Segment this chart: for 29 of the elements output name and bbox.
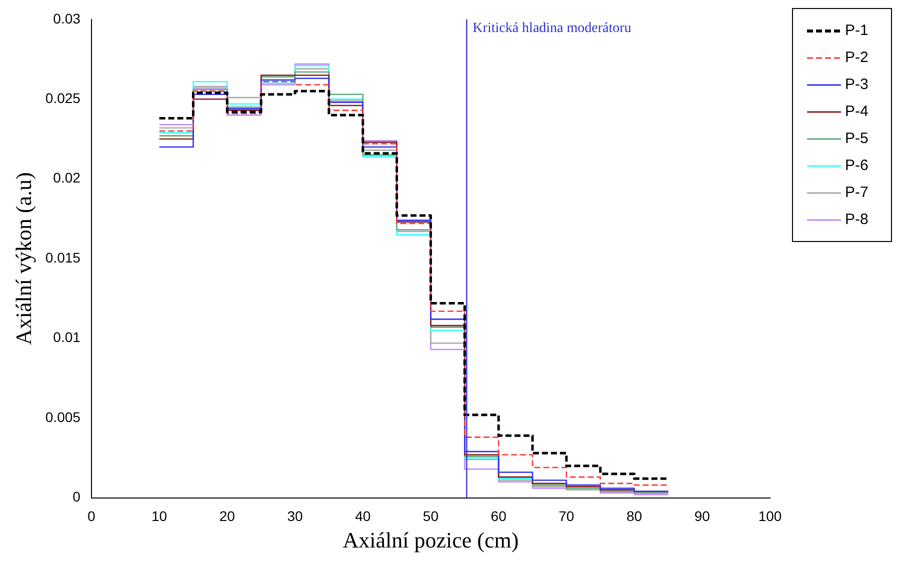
x-tick-label: 70 bbox=[558, 508, 574, 524]
y-tick-label: 0.02 bbox=[53, 170, 81, 186]
legend-label: P-6 bbox=[845, 157, 868, 174]
x-tick-label: 20 bbox=[219, 508, 236, 524]
y-axis-title: Axiální výkon (a.u) bbox=[10, 172, 36, 346]
x-tick-label: 0 bbox=[88, 508, 96, 524]
legend-label: P-5 bbox=[845, 130, 868, 147]
legend-label: P-1 bbox=[845, 22, 868, 39]
x-tick-label: 80 bbox=[626, 508, 642, 524]
legend-label: P-2 bbox=[845, 49, 868, 66]
x-tick-label: 60 bbox=[490, 508, 507, 524]
legend-label: P-8 bbox=[845, 211, 868, 228]
x-tick-label: 40 bbox=[355, 508, 371, 524]
y-tick-label: 0.015 bbox=[45, 249, 81, 266]
y-tick-label: 0 bbox=[72, 488, 81, 505]
x-axis-title: Axiální pozice (cm) bbox=[342, 528, 519, 553]
x-tick-label: 30 bbox=[287, 508, 303, 524]
legend-label: P-3 bbox=[845, 76, 868, 93]
y-tick-label: 0.01 bbox=[53, 329, 81, 346]
y-tick-label: 0.025 bbox=[45, 90, 81, 106]
legend-label: P-4 bbox=[845, 103, 868, 120]
y-tick-label: 0.03 bbox=[53, 10, 81, 26]
x-tick-label: 10 bbox=[152, 508, 168, 524]
x-tick-label: 100 bbox=[758, 508, 782, 524]
legend-label: P-7 bbox=[845, 184, 868, 201]
x-tick-label: 90 bbox=[694, 508, 710, 524]
y-tick-label: 0.005 bbox=[45, 408, 81, 425]
ref-line-label: Kritická hladina moderátoru bbox=[472, 21, 632, 36]
x-tick-label: 50 bbox=[422, 508, 439, 524]
